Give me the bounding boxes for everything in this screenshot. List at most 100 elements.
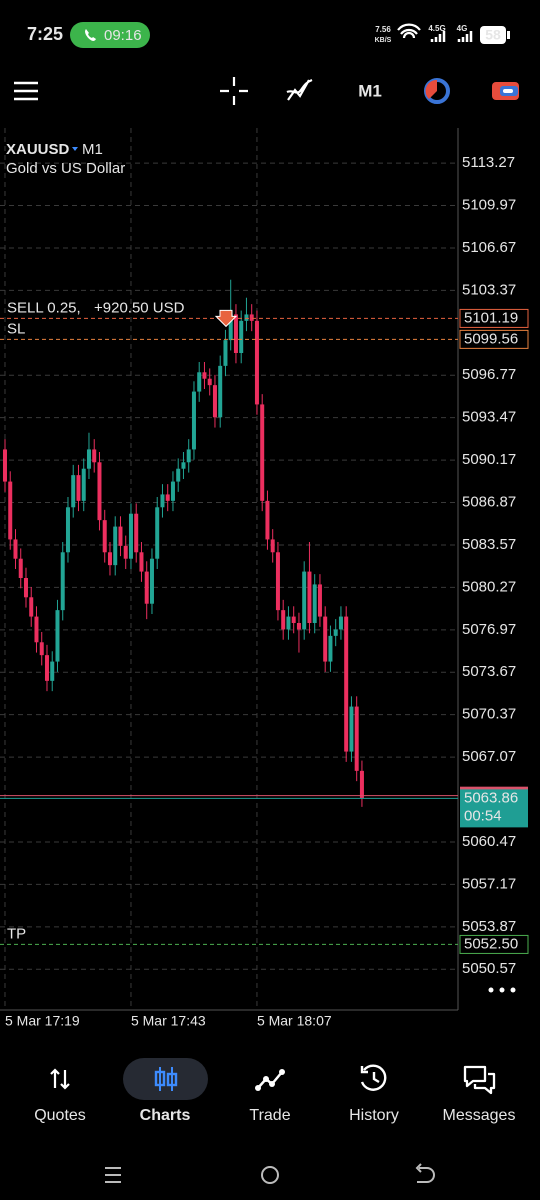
- y-tick-label: 5106.67: [462, 239, 516, 256]
- call-pill[interactable]: [70, 22, 150, 48]
- trade-icon-dot: [269, 1081, 275, 1087]
- charts-icon-body: [154, 1070, 166, 1087]
- nav-label[interactable]: Trade: [249, 1107, 290, 1124]
- y-tick-label: 5096.77: [462, 366, 516, 383]
- messages-icon: [463, 1065, 496, 1095]
- candle-body: [254, 320, 259, 405]
- candle-body: [8, 481, 13, 540]
- charts-icon-body: [166, 1072, 178, 1087]
- candle-body: [71, 475, 76, 508]
- x-tick-label: 5 Mar 17:19: [5, 1013, 80, 1029]
- candle-body: [207, 378, 212, 386]
- level-price: 5099.56: [464, 330, 518, 347]
- candle-body: [44, 655, 49, 681]
- y-tick-label: 5080.27: [462, 578, 516, 595]
- quotes-icon: [50, 1068, 70, 1090]
- nav-label[interactable]: Charts: [140, 1107, 191, 1124]
- candle-body: [212, 385, 217, 418]
- recents-button[interactable]: [105, 1167, 121, 1183]
- candle-body: [265, 500, 270, 540]
- nav-label[interactable]: History: [349, 1107, 399, 1124]
- candle-body: [202, 372, 207, 379]
- candle-body: [317, 584, 322, 617]
- candle-body: [118, 526, 123, 546]
- candle-body: [134, 513, 139, 553]
- level-profit: +920.50 USD: [94, 299, 185, 316]
- candle-countdown: 00:54: [464, 807, 502, 824]
- candle-body: [60, 552, 65, 611]
- y-tick-label: 5053.87: [462, 918, 516, 935]
- signal-1: [430, 31, 446, 42]
- candle-body: [333, 629, 338, 636]
- objects-accent: [425, 79, 437, 99]
- candle-body: [29, 597, 34, 617]
- candle-body: [233, 314, 238, 353]
- y-tick-label: 5067.07: [462, 748, 516, 765]
- candle-body: [139, 552, 144, 572]
- level-price: 5052.50: [464, 935, 518, 952]
- candle-body: [338, 616, 343, 630]
- home-button[interactable]: [261, 1166, 279, 1184]
- candle-body: [275, 552, 280, 611]
- candle-body: [223, 340, 228, 366]
- level-name: TP: [7, 925, 26, 942]
- candle-body: [244, 314, 249, 321]
- more-dot[interactable]: [510, 987, 516, 993]
- candle-body: [65, 507, 70, 553]
- candle-body: [191, 391, 196, 450]
- trade-icon-dot: [279, 1069, 285, 1075]
- candle-body: [170, 481, 175, 501]
- chart-timeframe: M1: [82, 141, 103, 158]
- candle-body: [107, 552, 112, 566]
- net-unit: KB/S: [375, 37, 392, 44]
- level-price-box: [459, 329, 529, 349]
- y-tick-label: 5083.57: [462, 536, 516, 553]
- battery-level: 58: [485, 27, 501, 43]
- symbol-dropdown: [72, 147, 78, 151]
- y-tick-label: 5076.97: [462, 621, 516, 638]
- y-tick-label: 5103.37: [462, 281, 516, 298]
- candle-body: [92, 449, 97, 463]
- crosshair-button[interactable]: [220, 77, 248, 105]
- candle-body: [81, 468, 86, 501]
- candle-body: [123, 545, 128, 559]
- x-tick-label: 5 Mar 17:43: [131, 1013, 206, 1029]
- candle-body: [228, 314, 233, 341]
- candle-body: [239, 320, 244, 353]
- candle-body: [144, 571, 149, 604]
- nav-label[interactable]: Messages: [443, 1107, 516, 1124]
- sell-marker: [214, 309, 238, 328]
- y-tick-label: 5086.87: [462, 493, 516, 510]
- more-dot[interactable]: [499, 987, 505, 993]
- candle-body: [291, 616, 296, 623]
- candle-body: [23, 578, 28, 598]
- candle-body: [2, 449, 7, 482]
- timeframe-button[interactable]: M1: [358, 81, 382, 100]
- symbol[interactable]: XAUUSD: [6, 141, 70, 158]
- clock: 7:25: [27, 24, 63, 44]
- y-tick-label: 5109.97: [462, 196, 516, 213]
- level-name: SL: [7, 320, 25, 337]
- candle-body: [128, 513, 133, 559]
- candle-body: [149, 558, 154, 604]
- menu-button[interactable]: [14, 81, 38, 101]
- candle-body: [296, 623, 301, 630]
- candle-body: [18, 558, 23, 578]
- candle-body: [102, 520, 107, 553]
- y-tick-label: 5073.67: [462, 663, 516, 680]
- more-dot[interactable]: [488, 987, 494, 993]
- candle-body: [155, 507, 160, 559]
- candle-body: [160, 494, 165, 508]
- back-button[interactable]: [415, 1163, 435, 1183]
- candle-body: [249, 314, 254, 321]
- indicators-button[interactable]: [286, 78, 313, 101]
- candle-body: [260, 404, 265, 501]
- battery-tip: [507, 31, 510, 39]
- candle-body: [13, 539, 18, 559]
- nav-label[interactable]: Quotes: [34, 1107, 86, 1124]
- wifi-icon: [397, 23, 421, 39]
- candle-body: [270, 539, 275, 553]
- trade-accent-2: [503, 89, 513, 93]
- level-name: SELL 0.25,: [7, 299, 81, 316]
